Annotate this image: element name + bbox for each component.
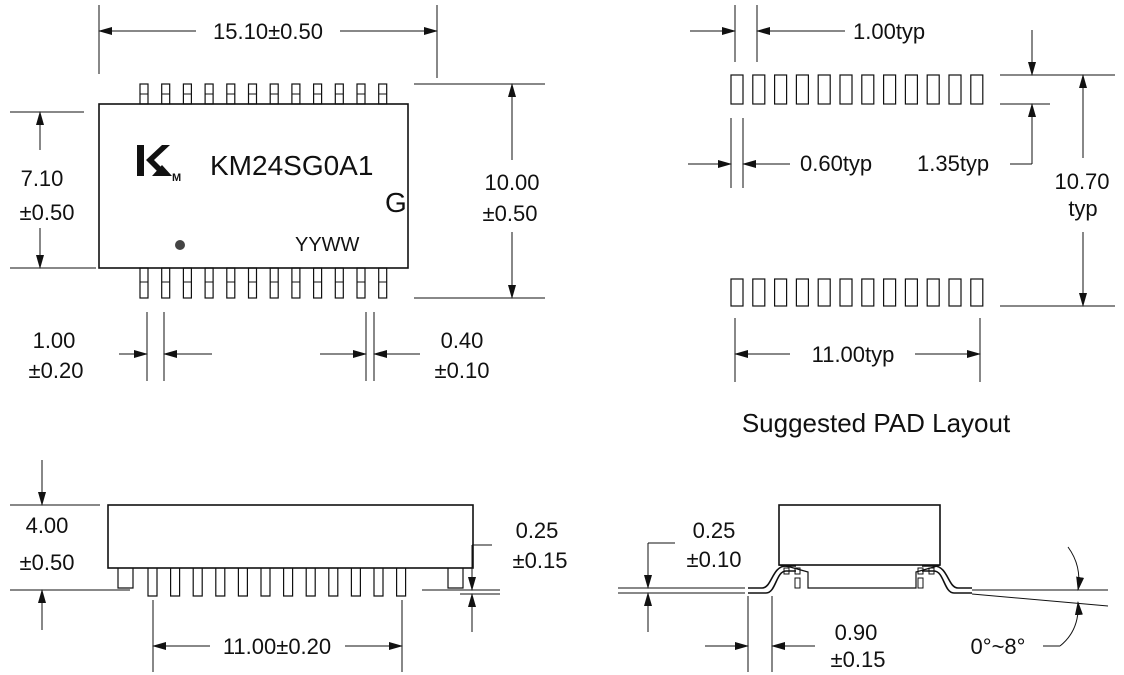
pad bbox=[861, 74, 875, 105]
pad bbox=[773, 278, 788, 307]
dim-standoff-value: 0.25 bbox=[516, 518, 559, 543]
side-lead bbox=[192, 568, 203, 597]
side-lead bbox=[350, 568, 361, 597]
top-view-package-body bbox=[98, 103, 409, 269]
dim-lead-width-tol: ±0.10 bbox=[435, 358, 490, 383]
dim-lead-span: 11.00±0.20 bbox=[223, 634, 331, 659]
pin1-dot bbox=[175, 240, 185, 250]
dim-foot-length-value: 0.90 bbox=[835, 620, 878, 645]
lead bbox=[356, 267, 366, 299]
pad bbox=[795, 278, 810, 307]
lead bbox=[334, 267, 344, 299]
pad bbox=[861, 278, 875, 307]
pad bbox=[926, 74, 940, 105]
pad bbox=[904, 74, 919, 105]
pad-row-upper bbox=[730, 74, 984, 105]
pad bbox=[773, 74, 788, 105]
part-number: KM24SG0A1 bbox=[210, 150, 373, 181]
end-view-body bbox=[778, 504, 941, 566]
pad bbox=[839, 278, 853, 307]
grade-mark: G bbox=[385, 187, 407, 218]
dim-body-width-value: 7.10 bbox=[21, 166, 64, 191]
side-view-leads bbox=[147, 568, 407, 597]
pad bbox=[970, 278, 984, 307]
pad bbox=[817, 278, 831, 307]
lead bbox=[161, 267, 171, 299]
pad-layout-caption: Suggested PAD Layout bbox=[742, 408, 1011, 438]
top-view: M KM24SG0A1 G YYWW 15.10±0.50 7.10 ±0.50… bbox=[10, 5, 545, 383]
date-code: YYWW bbox=[295, 234, 360, 256]
lead bbox=[204, 267, 214, 299]
side-lead bbox=[396, 568, 407, 597]
pad-layout-view: 1.00typ 0.60typ 1.35typ 10.70 typ 11.00t… bbox=[688, 5, 1115, 438]
pad bbox=[795, 74, 810, 105]
pad bbox=[730, 74, 744, 105]
dim-lead-thickness-value: 0.25 bbox=[693, 518, 736, 543]
dim-height-value: 4.00 bbox=[26, 513, 69, 538]
lead bbox=[226, 267, 236, 299]
side-lead bbox=[373, 568, 384, 597]
side-lead bbox=[170, 568, 181, 597]
pad bbox=[817, 74, 831, 105]
pad bbox=[948, 74, 962, 105]
lead bbox=[139, 267, 149, 299]
dim-overall-width-tol: ±0.50 bbox=[483, 201, 538, 226]
pad bbox=[904, 278, 919, 307]
lead bbox=[378, 267, 388, 299]
pad bbox=[752, 74, 766, 105]
pad bbox=[926, 278, 940, 307]
side-lead bbox=[260, 568, 271, 597]
dim-pad-length: 1.35typ bbox=[917, 151, 989, 176]
side-lead bbox=[237, 568, 248, 597]
dim-pad-pitch: 1.00typ bbox=[853, 19, 925, 44]
dim-pad-width: 0.60typ bbox=[800, 151, 872, 176]
end-view-lower-body bbox=[778, 564, 941, 589]
lead bbox=[313, 267, 323, 299]
pad bbox=[752, 278, 766, 307]
side-view-body bbox=[107, 504, 474, 569]
dim-pitch-value: 1.00 bbox=[33, 328, 76, 353]
dim-height-tol: ±0.50 bbox=[20, 550, 75, 575]
side-view: 4.00 ±0.50 0.25 ±0.15 11.00±0.20 bbox=[10, 460, 567, 672]
dim-pad-span-typ: typ bbox=[1068, 196, 1097, 221]
top-view-lower-leads bbox=[139, 267, 388, 299]
pad bbox=[882, 74, 897, 105]
side-lead bbox=[305, 568, 316, 597]
dim-lead-width-value: 0.40 bbox=[441, 328, 484, 353]
svg-text:M: M bbox=[172, 172, 181, 184]
km-logo-icon: M bbox=[137, 145, 181, 184]
dim-pad-row-length: 11.00typ bbox=[812, 342, 895, 367]
pad bbox=[970, 74, 984, 105]
dim-standoff-tol: ±0.15 bbox=[513, 548, 568, 573]
dim-pad-span-value: 10.70 bbox=[1054, 169, 1109, 194]
dim-pitch-tol: ±0.20 bbox=[29, 358, 84, 383]
pad bbox=[948, 278, 962, 307]
dim-foot-length-tol: ±0.15 bbox=[831, 647, 886, 672]
lead bbox=[291, 267, 301, 299]
lead bbox=[247, 267, 258, 299]
side-lead bbox=[283, 568, 294, 597]
lead bbox=[269, 267, 279, 299]
pad bbox=[839, 74, 853, 105]
top-view-upper-leads bbox=[139, 83, 388, 105]
pad bbox=[882, 278, 897, 307]
dim-body-width-tol: ±0.50 bbox=[20, 200, 75, 225]
lead bbox=[182, 267, 192, 299]
dim-overall-width-value: 10.00 bbox=[484, 170, 539, 195]
dim-lead-thickness-tol: ±0.10 bbox=[687, 547, 742, 572]
dim-overall-length: 15.10±0.50 bbox=[213, 19, 323, 44]
dim-foot-angle: 0°~8° bbox=[971, 634, 1026, 659]
side-lead bbox=[328, 568, 339, 597]
end-view-left-lead bbox=[748, 565, 796, 594]
pad bbox=[730, 278, 744, 307]
end-view: 0.25 ±0.10 0.90 ±0.15 0°~8° bbox=[618, 504, 1109, 672]
side-lead bbox=[147, 568, 158, 597]
pad-row-lower bbox=[730, 278, 984, 307]
side-lead bbox=[215, 568, 226, 597]
